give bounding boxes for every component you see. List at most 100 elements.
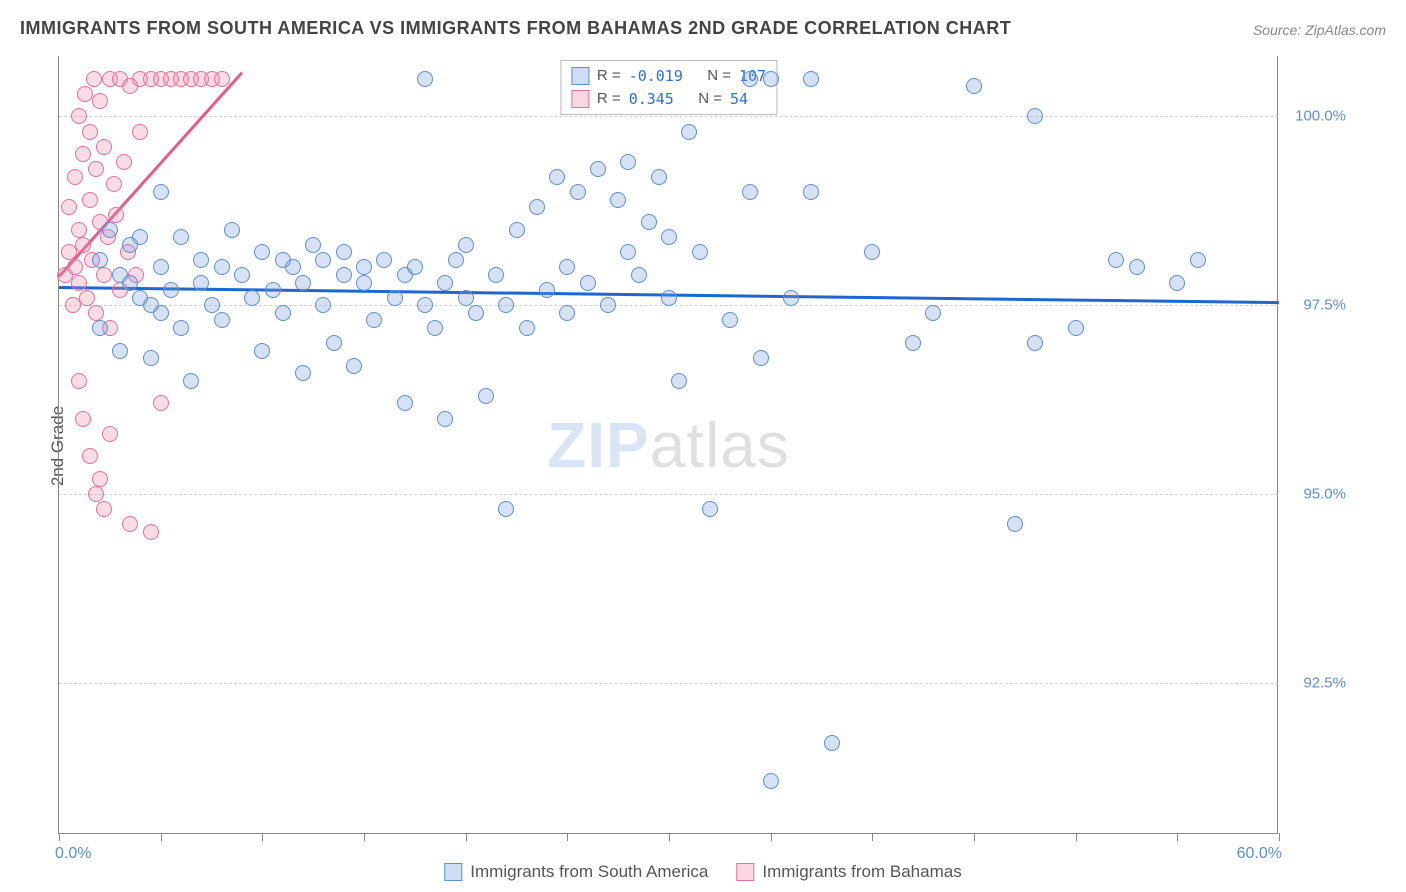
series-b-n: 54 bbox=[730, 88, 748, 111]
scatter-point-a bbox=[214, 259, 230, 275]
source-label: Source: ZipAtlas.com bbox=[1253, 22, 1386, 38]
scatter-point-b bbox=[92, 93, 108, 109]
scatter-point-b bbox=[75, 237, 91, 253]
scatter-point-b bbox=[92, 471, 108, 487]
y-tick-label: 92.5% bbox=[1303, 674, 1346, 691]
scatter-point-a bbox=[559, 259, 575, 275]
scatter-point-a bbox=[336, 267, 352, 283]
scatter-point-a bbox=[742, 71, 758, 87]
legend: Immigrants from South America Immigrants… bbox=[444, 862, 961, 882]
scatter-point-a bbox=[92, 320, 108, 336]
scatter-point-b bbox=[71, 222, 87, 238]
legend-label-b: Immigrants from Bahamas bbox=[762, 862, 961, 882]
scatter-point-a bbox=[285, 259, 301, 275]
r-label-2: R = bbox=[597, 88, 621, 111]
gridline bbox=[59, 116, 1278, 117]
legend-item-b: Immigrants from Bahamas bbox=[736, 862, 961, 882]
scatter-point-a bbox=[824, 735, 840, 751]
scatter-point-a bbox=[407, 259, 423, 275]
scatter-point-a bbox=[397, 395, 413, 411]
scatter-point-a bbox=[620, 154, 636, 170]
scatter-point-a bbox=[112, 343, 128, 359]
scatter-point-b bbox=[75, 411, 91, 427]
swatch-blue-icon bbox=[444, 863, 462, 881]
x-tick bbox=[161, 833, 162, 841]
scatter-point-a bbox=[661, 290, 677, 306]
scatter-point-b bbox=[67, 259, 83, 275]
scatter-point-a bbox=[387, 290, 403, 306]
scatter-point-b bbox=[82, 124, 98, 140]
scatter-point-a bbox=[153, 259, 169, 275]
scatter-point-b bbox=[61, 199, 77, 215]
scatter-point-b bbox=[79, 290, 95, 306]
scatter-point-b bbox=[96, 501, 112, 517]
swatch-pink-icon bbox=[571, 90, 589, 108]
scatter-point-b bbox=[143, 524, 159, 540]
x-tick bbox=[262, 833, 263, 841]
swatch-blue-icon bbox=[571, 67, 589, 85]
scatter-point-a bbox=[366, 312, 382, 328]
scatter-point-a bbox=[620, 244, 636, 260]
series-b-r: 0.345 bbox=[629, 88, 674, 111]
scatter-point-a bbox=[448, 252, 464, 268]
scatter-point-a bbox=[539, 282, 555, 298]
scatter-point-a bbox=[742, 184, 758, 200]
x-tick bbox=[872, 833, 873, 841]
plot-area: ZIPatlas R = -0.019 N = 107 R = 0.345 N … bbox=[58, 56, 1278, 834]
scatter-point-a bbox=[173, 320, 189, 336]
legend-label-a: Immigrants from South America bbox=[470, 862, 708, 882]
scatter-point-a bbox=[132, 229, 148, 245]
x-tick bbox=[466, 833, 467, 841]
watermark: ZIPatlas bbox=[547, 408, 790, 482]
scatter-point-a bbox=[356, 275, 372, 291]
scatter-point-a bbox=[305, 237, 321, 253]
scatter-point-b bbox=[108, 207, 124, 223]
scatter-point-a bbox=[468, 305, 484, 321]
scatter-point-b bbox=[96, 139, 112, 155]
scatter-point-a bbox=[753, 350, 769, 366]
swatch-pink-icon bbox=[736, 863, 754, 881]
scatter-point-a bbox=[661, 229, 677, 245]
scatter-point-a bbox=[346, 358, 362, 374]
scatter-point-a bbox=[651, 169, 667, 185]
chart-title: IMMIGRANTS FROM SOUTH AMERICA VS IMMIGRA… bbox=[20, 18, 1011, 39]
scatter-point-a bbox=[214, 312, 230, 328]
scatter-point-a bbox=[671, 373, 687, 389]
gridline bbox=[59, 683, 1278, 684]
scatter-point-a bbox=[498, 501, 514, 517]
scatter-point-a bbox=[143, 297, 159, 313]
scatter-point-a bbox=[478, 388, 494, 404]
scatter-point-a bbox=[1007, 516, 1023, 532]
scatter-point-a bbox=[641, 214, 657, 230]
scatter-point-a bbox=[905, 335, 921, 351]
scatter-point-b bbox=[116, 154, 132, 170]
scatter-point-a bbox=[803, 184, 819, 200]
scatter-point-b bbox=[71, 275, 87, 291]
scatter-point-a bbox=[143, 350, 159, 366]
scatter-point-a bbox=[966, 78, 982, 94]
scatter-point-a bbox=[163, 282, 179, 298]
scatter-point-a bbox=[254, 343, 270, 359]
scatter-point-b bbox=[88, 486, 104, 502]
scatter-point-a bbox=[234, 267, 250, 283]
x-tick bbox=[1076, 833, 1077, 841]
scatter-point-a bbox=[458, 237, 474, 253]
scatter-point-b bbox=[67, 169, 83, 185]
scatter-point-a bbox=[763, 773, 779, 789]
y-tick-label: 95.0% bbox=[1303, 486, 1346, 503]
x-tick bbox=[59, 833, 60, 841]
scatter-point-b bbox=[82, 448, 98, 464]
scatter-point-b bbox=[96, 267, 112, 283]
n-label: N = bbox=[707, 65, 731, 88]
scatter-point-a bbox=[458, 290, 474, 306]
scatter-point-a bbox=[600, 297, 616, 313]
scatter-point-a bbox=[1129, 259, 1145, 275]
x-tick bbox=[1177, 833, 1178, 841]
stats-row-a: R = -0.019 N = 107 bbox=[571, 65, 766, 88]
scatter-point-a bbox=[417, 71, 433, 87]
x-tick bbox=[567, 833, 568, 841]
scatter-point-a bbox=[692, 244, 708, 260]
scatter-point-b bbox=[214, 71, 230, 87]
r-label: R = bbox=[597, 65, 621, 88]
scatter-point-a bbox=[722, 312, 738, 328]
